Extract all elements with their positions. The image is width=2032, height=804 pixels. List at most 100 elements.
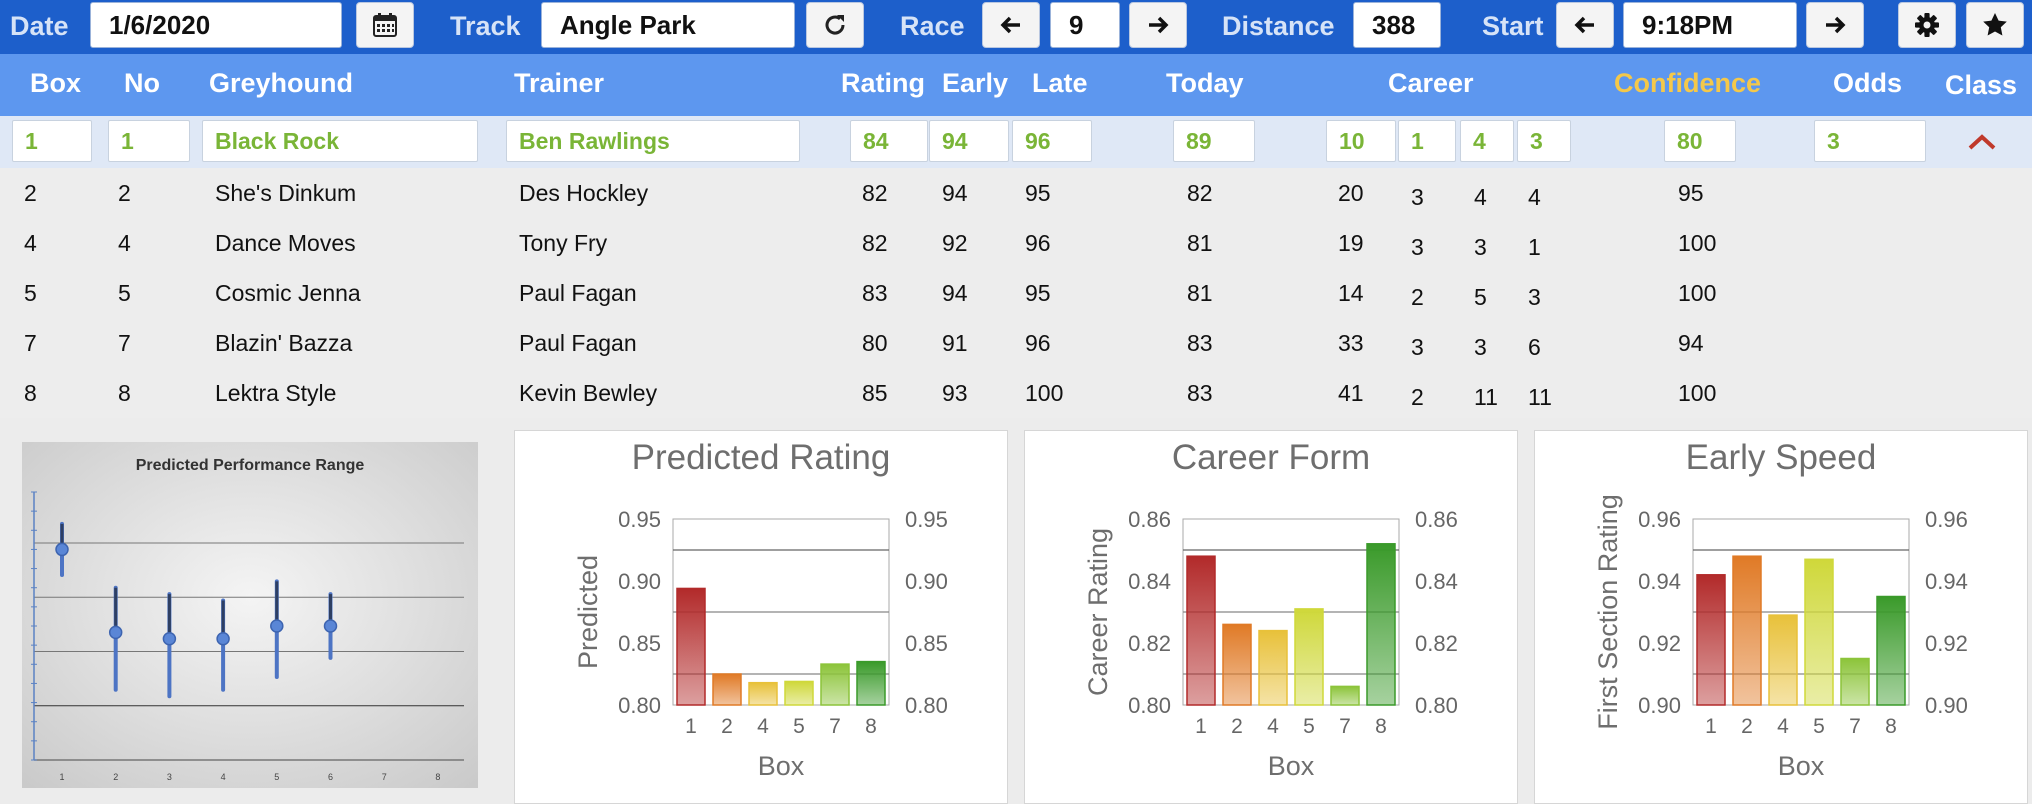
header-rating[interactable]: Rating — [841, 68, 925, 98]
row-early: 93 — [942, 380, 968, 406]
header-box[interactable]: Box — [30, 68, 82, 98]
table-row[interactable]: 5 5 Cosmic Jenna Paul Fagan 83 94 95 81 100 14 2 5 3 — [0, 268, 2032, 318]
x-tick-label: 2 — [1231, 715, 1243, 738]
data-point — [323, 619, 338, 633]
refresh-button[interactable] — [806, 2, 864, 48]
row-career-thirds: 3 — [1528, 284, 1541, 310]
row-box: 2 — [24, 180, 37, 206]
row-no: 8 — [118, 380, 131, 406]
row-early: 94 — [942, 180, 968, 206]
selected-trainer-field[interactable]: Ben Rawlings — [506, 120, 800, 162]
row-box: 7 — [24, 330, 37, 356]
y-tick-label-right: 0.96 — [1925, 507, 1968, 532]
race-next-button[interactable] — [1129, 2, 1187, 48]
row-late: 95 — [1025, 280, 1051, 306]
selected-no-field[interactable]: 1 — [108, 120, 190, 162]
track-input[interactable]: Angle Park — [541, 2, 795, 48]
star-icon — [1983, 13, 2007, 36]
bar — [1294, 608, 1324, 706]
table-row[interactable]: 8 8 Lektra Style Kevin Bewley 85 93 100 83 100 41… — [0, 368, 2032, 418]
settings-button[interactable] — [1898, 2, 1956, 48]
y-axis-label: Career Rating — [1083, 528, 1113, 696]
header-class[interactable]: Class — [1945, 70, 2018, 100]
selected-row[interactable]: 1 1 Black Rock Ben Rawlings 84 94 96 89 … — [0, 116, 2032, 168]
selected-career-seconds-field[interactable]: 4 — [1460, 120, 1514, 162]
x-tick-label: 5 — [1303, 715, 1315, 738]
start-prev-button[interactable] — [1556, 2, 1614, 48]
table-row[interactable]: 7 7 Blazin' Bazza Paul Fagan 80 91 96 83 94 33 3 3 6 — [0, 318, 2032, 368]
row-career-starts: 20 — [1338, 180, 1364, 206]
y-tick-label-right: 0.80 — [905, 693, 948, 718]
x-tick-label: 2 — [113, 772, 118, 782]
distance-input[interactable]: 388 — [1353, 2, 1441, 48]
x-tick-label: 3 — [167, 772, 172, 782]
chevron-up-icon[interactable] — [1960, 122, 2004, 162]
bar — [1732, 555, 1762, 706]
bar — [1840, 657, 1870, 706]
header-trainer[interactable]: Trainer — [514, 68, 605, 98]
x-tick-label: 8 — [435, 772, 440, 782]
selected-odds-field[interactable]: 3 — [1814, 120, 1926, 162]
bar — [676, 587, 706, 706]
start-input[interactable]: 9:18PM — [1623, 2, 1797, 48]
y-tick-label-right: 0.95 — [905, 507, 948, 532]
header-greyhound[interactable]: Greyhound — [209, 68, 354, 98]
header-confidence[interactable]: Confidence — [1614, 68, 1762, 98]
header-late[interactable]: Late — [1032, 68, 1088, 98]
selected-rating-field[interactable]: 84 — [850, 120, 928, 162]
runner-table: 2 2 She's Dinkum Des Hockley 82 94 95 82 95 20 3 4 4… — [0, 168, 2032, 418]
selected-today-field[interactable]: 89 — [1173, 120, 1255, 162]
x-axis-label: Box — [1778, 751, 1825, 781]
start-label: Start — [1482, 11, 1544, 41]
y-axis-label: First Section Rating — [1593, 494, 1623, 730]
header-early[interactable]: Early — [942, 68, 1009, 98]
y-tick-label-right: 0.86 — [1415, 507, 1458, 532]
header-no[interactable]: No — [124, 68, 160, 98]
race-input[interactable]: 9 — [1050, 2, 1120, 48]
calendar-button[interactable] — [356, 2, 414, 48]
toolbar: Date 1/6/2020 Track Angle Park Race 9 Di — [0, 0, 2032, 54]
data-point — [216, 632, 230, 646]
bar — [1804, 558, 1834, 706]
row-trainer: Kevin Bewley — [519, 380, 658, 406]
row-box: 8 — [24, 380, 37, 406]
x-tick-label: 2 — [721, 715, 733, 738]
row-greyhound: Blazin' Bazza — [215, 330, 353, 356]
selected-career-thirds-field[interactable]: 3 — [1517, 120, 1571, 162]
bar — [856, 660, 886, 706]
x-tick-label: 6 — [328, 772, 333, 782]
calendar-icon — [373, 13, 397, 37]
row-career-thirds: 1 — [1528, 234, 1541, 260]
date-input[interactable]: 1/6/2020 — [90, 2, 342, 48]
x-tick-label: 1 — [1195, 715, 1207, 738]
selected-confidence-field[interactable]: 80 — [1664, 120, 1736, 162]
row-rating: 85 — [862, 380, 888, 406]
y-tick-label-right: 0.90 — [1925, 693, 1968, 718]
y-tick-label-left: 0.95 — [618, 507, 661, 532]
data-point — [55, 542, 69, 557]
table-header: Box No Greyhound Trainer Rating Early La… — [0, 54, 2032, 116]
selected-early-field[interactable]: 94 — [929, 120, 1009, 162]
row-late: 100 — [1025, 380, 1064, 406]
race-prev-button[interactable] — [982, 2, 1040, 48]
row-confidence: 100 — [1678, 380, 1717, 406]
y-tick-label-right: 0.84 — [1415, 569, 1458, 594]
selected-box-field[interactable]: 1 — [12, 120, 92, 162]
selected-career-wins-field[interactable]: 1 — [1398, 120, 1456, 162]
career-form-panel: Career Form 0.80 0.80 0.82 0.82 0.84 0.84 0.86 0… — [1024, 430, 1518, 804]
selected-career-starts-field[interactable]: 10 — [1326, 120, 1396, 162]
arrow-right-icon — [1149, 16, 1169, 34]
race-label: Race — [900, 11, 965, 41]
header-career[interactable]: Career — [1388, 68, 1474, 98]
x-tick-label: 2 — [1741, 715, 1753, 738]
favorite-button[interactable] — [1966, 2, 2024, 48]
table-row[interactable]: 4 4 Dance Moves Tony Fry 82 92 96 81 100 19 3 3 1 — [0, 218, 2032, 268]
header-odds[interactable]: Odds — [1833, 68, 1903, 98]
start-next-button[interactable] — [1806, 2, 1864, 48]
table-row[interactable]: 2 2 She's Dinkum Des Hockley 82 94 95 82 95 20 3 4 4 — [0, 168, 2032, 218]
row-career-starts: 19 — [1338, 230, 1364, 256]
selected-greyhound-field[interactable]: Black Rock — [202, 120, 478, 162]
selected-late-field[interactable]: 96 — [1012, 120, 1092, 162]
y-tick-label-right: 0.85 — [905, 631, 948, 656]
header-today[interactable]: Today — [1166, 68, 1244, 98]
